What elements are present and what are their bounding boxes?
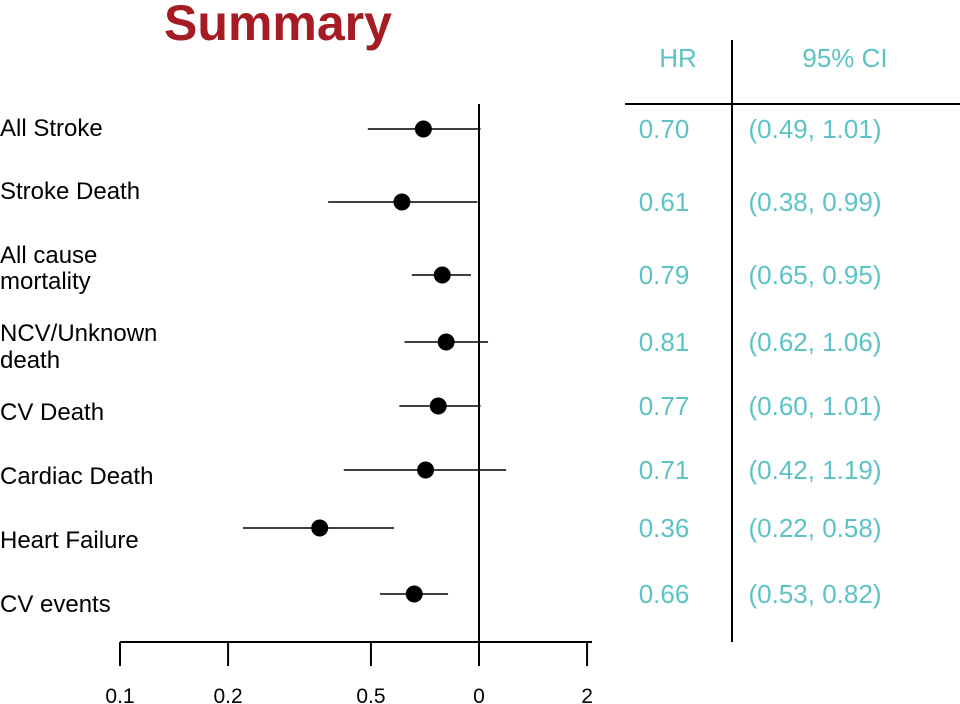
ci-column-header: 95% CI: [802, 43, 887, 73]
row-label: death: [0, 347, 60, 374]
hr-point: [437, 333, 455, 351]
x-tick-label: 0.5: [356, 685, 385, 704]
hr-point: [405, 585, 423, 603]
hr-column-header: HR: [659, 43, 697, 73]
row-label: CV Death: [0, 399, 104, 426]
row-label: All Stroke: [0, 115, 103, 142]
row-label: Stroke Death: [0, 178, 140, 205]
hr-value: 0.71: [639, 455, 690, 485]
hr-value: 0.61: [639, 187, 690, 217]
row-label: NCV/Unknown: [0, 320, 157, 347]
hr-point: [429, 397, 447, 415]
hr-point: [433, 266, 451, 284]
row-label: Cardiac Death: [0, 463, 153, 490]
forest-row: CV events 0.66 (0.53, 0.82): [0, 579, 881, 618]
forest-row: CV Death 0.77 (0.60, 1.01): [0, 391, 881, 426]
ci-value: (0.60, 1.01): [749, 391, 882, 421]
hr-value: 0.66: [639, 579, 690, 609]
hr-value: 0.79: [639, 260, 690, 290]
ci-value: (0.65, 0.95): [749, 260, 882, 290]
ci-value: (0.38, 0.99): [749, 187, 882, 217]
forest-row: Heart Failure 0.36 (0.22, 0.58): [0, 513, 881, 554]
forest-row: Cardiac Death 0.71 (0.42, 1.19): [0, 455, 881, 490]
hr-point: [311, 519, 329, 537]
hr-value: 0.36: [639, 513, 690, 543]
hr-value: 0.70: [639, 114, 690, 144]
hr-point: [417, 461, 435, 479]
forest-row: All Stroke 0.70 (0.49, 1.01): [0, 114, 881, 144]
hr-value: 0.77: [639, 391, 690, 421]
ci-value: (0.22, 0.58): [749, 513, 882, 543]
hr-value: 0.81: [639, 327, 690, 357]
chart-title: Summary: [164, 0, 392, 51]
x-tick-label: 0: [473, 685, 485, 704]
x-tick-label: 0.1: [105, 685, 134, 704]
hr-point: [393, 193, 411, 211]
x-tick-label: 2: [581, 685, 593, 704]
ci-value: (0.53, 0.82): [749, 579, 882, 609]
forest-rows: All Stroke 0.70 (0.49, 1.01) Stroke Death 0.…: [0, 114, 881, 618]
row-label: Heart Failure: [0, 527, 139, 554]
ci-value: (0.62, 1.06): [749, 327, 882, 357]
ci-value: (0.42, 1.19): [749, 455, 882, 485]
ci-value: (0.49, 1.01): [749, 114, 882, 144]
row-label: mortality: [0, 268, 91, 295]
hr-point: [414, 120, 432, 138]
x-tick-label: 0.2: [213, 685, 242, 704]
x-axis-ticks: 0.1 0.2 0.5 0 2: [105, 642, 593, 704]
forest-row: Stroke Death 0.61 (0.38, 0.99): [0, 178, 881, 217]
row-label: CV events: [0, 591, 111, 618]
row-label: All cause: [0, 242, 97, 269]
